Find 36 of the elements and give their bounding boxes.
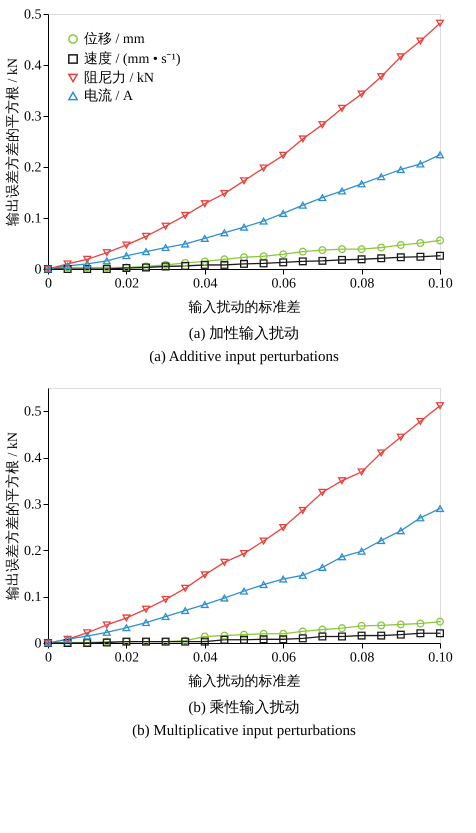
x-tick-label: 0.08 <box>350 650 374 666</box>
y-tick-label: 0.2 <box>24 160 42 176</box>
y-axis-title: 输出误差方差的平方根 / kN <box>5 58 21 226</box>
x-tick-label: 0.06 <box>271 276 296 292</box>
legend-label: 阻尼力 / kN <box>84 70 154 86</box>
x-tick-label: 0.10 <box>428 276 453 292</box>
y-axis-title: 输出误差方差的平方根 / kN <box>5 432 21 600</box>
x-tick-label: 0.02 <box>114 650 140 666</box>
x-tick-label: 0 <box>45 650 52 666</box>
y-tick-label: 0.2 <box>24 544 42 559</box>
x-tick-label: 0.06 <box>271 650 296 666</box>
y-tick-label: 0.4 <box>24 451 42 466</box>
y-tick-label: 0.1 <box>24 212 42 226</box>
legend-label: 速度 / (mm • s⁻¹) <box>84 51 181 67</box>
y-tick-label: 0.4 <box>24 58 42 74</box>
y-tick-label: 0.5 <box>24 404 42 420</box>
text: (b) 乘性输入扰动 <box>188 699 300 716</box>
y-tick-label: 0 <box>34 636 42 652</box>
legend-label: 电流 / A <box>84 88 134 104</box>
text: (b) Multiplicative input perturbations <box>132 723 356 739</box>
x-tick-label: 0.02 <box>114 276 140 292</box>
text: (a) Additive input perturbations <box>149 349 339 365</box>
x-tick-label: 0.10 <box>428 650 453 666</box>
y-tick-label: 0.1 <box>24 590 42 606</box>
x-tick-label: 0.08 <box>350 276 374 292</box>
x-tick-label: 0 <box>45 276 52 292</box>
y-tick-label: 0.3 <box>24 110 42 124</box>
y-tick-label: 0.5 <box>24 8 42 22</box>
y-tick-label: 0 <box>34 262 42 278</box>
x-tick-label: 0.04 <box>193 276 218 292</box>
x-axis-title: 输入扰动的标准差 <box>188 674 300 690</box>
x-axis-title: 输入扰动的标准差 <box>188 300 300 316</box>
legend-label: 位移 / mm <box>84 31 145 47</box>
text: (a) 加性输入扰动 <box>188 325 300 342</box>
y-tick-label: 0.3 <box>24 497 42 512</box>
x-tick-label: 0.04 <box>193 650 218 666</box>
